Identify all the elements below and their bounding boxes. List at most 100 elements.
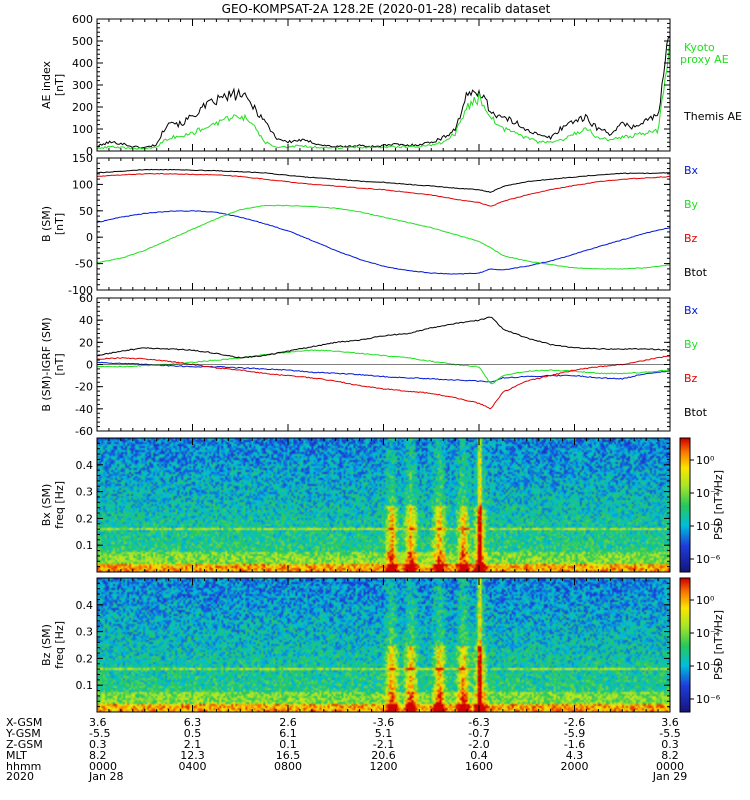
y-axis-unit: [nT]	[53, 353, 66, 375]
colorbar-bxspec	[680, 438, 690, 572]
ephemeris-row-label: MLT	[6, 749, 27, 762]
panel-frame	[96, 157, 671, 291]
y-tick-label: 100	[72, 178, 93, 191]
ephemeris-value: 0400	[178, 760, 207, 773]
y-tick-label: 0.2	[76, 652, 94, 665]
ephemeris-value: 3.6	[89, 716, 107, 729]
ephemeris-value: -0.7	[468, 727, 490, 740]
colorbar-frame	[679, 437, 691, 573]
y-tick-label: 0.4	[76, 599, 94, 612]
y-axis-unit: [nT]	[53, 213, 66, 235]
ephemeris-value: 0.3	[89, 738, 107, 751]
y-tick-label: 0	[86, 145, 93, 158]
ephemeris-value: 6.1	[279, 727, 297, 740]
ephemeris-value: 1200	[369, 760, 398, 773]
ephemeris-value: Jan 28	[89, 770, 124, 783]
spectrogram-bzspec	[97, 578, 670, 712]
y-axis-label: AE index	[40, 60, 53, 109]
ephemeris-value: 5.1	[374, 727, 393, 740]
ephemeris-row-label: X-GSM	[6, 716, 43, 729]
series-bigrf-bx	[96, 361, 671, 383]
y-tick-label: 0	[86, 231, 93, 244]
series-bigrf-btot	[96, 316, 671, 359]
y-axis-label: Bz (SM)	[40, 624, 53, 666]
panel-frame	[96, 18, 671, 152]
ephemeris-value: 4.3	[565, 749, 584, 762]
y-tick-label: -20	[75, 381, 93, 394]
ephemeris-value: 2.6	[279, 716, 297, 729]
series-bsm-bz	[96, 172, 671, 207]
chart-title: GEO-KOMPSAT-2A 128.2E (2020-01-28) recal…	[222, 2, 551, 16]
y-tick-label: 300	[72, 79, 93, 92]
panel-bzspec: 10⁰ 10⁻² 10⁻⁴ 10⁻⁶ PSD [nT²/Hz] 0.4 0.3 0.2 0.1 B…	[40, 577, 725, 713]
y-axis-unit: freq [Hz]	[53, 621, 66, 669]
series-bsm-by	[96, 204, 671, 270]
ephemeris-value: -2.0	[468, 738, 490, 751]
colorbar-tick-label: 10⁻²	[696, 487, 720, 500]
ephemeris-value: -6.3	[468, 716, 490, 729]
legend-proxy-ae: proxy AE	[680, 53, 729, 66]
ephemeris-value: 20.6	[371, 749, 396, 762]
y-tick-label: -60	[75, 425, 93, 438]
ephemeris-value: 0.1	[279, 738, 297, 751]
y-tick-label: 400	[72, 57, 93, 70]
ephemeris-row-label: Y-GSM	[6, 727, 41, 740]
y-axis-label: B (SM)-IGRF (SM)	[40, 317, 53, 411]
series-bsm-btot	[96, 168, 671, 193]
y-tick-label: 500	[72, 35, 93, 48]
legend-kyoto: Kyoto	[684, 41, 715, 54]
y-tick-label: 60	[79, 292, 93, 305]
y-tick-label: 0.3	[76, 626, 94, 639]
y-tick-label: -100	[68, 284, 93, 297]
y-tick-label: 100	[72, 123, 93, 136]
panel-bxspec: 10⁰ 10⁻² 10⁻⁴ 10⁻⁶ PSD [nT²/Hz] 0.4 0.3 0.2 0.1 B…	[40, 437, 725, 573]
ephemeris-value: -5.9	[563, 727, 586, 740]
ephemeris-value: 0000	[89, 760, 117, 773]
ephemeris-value: 0800	[274, 760, 302, 773]
colorbar-tick-label: 10⁻⁴	[696, 520, 721, 533]
legend-by: By	[684, 198, 699, 211]
ephemeris-value: -5.5	[89, 727, 111, 740]
y-tick-label: 0	[86, 359, 93, 372]
y-tick-label: 0.3	[76, 486, 94, 499]
series-bigrf-bz	[96, 355, 671, 410]
ephemeris-value: Jan 29	[652, 770, 688, 783]
y-axis-unit: [nT]	[53, 74, 66, 96]
y-tick-label: 200	[72, 101, 93, 114]
colorbar-tick-label: 10⁻⁶	[696, 693, 721, 706]
colorbar-label: PSD [nT²/Hz]	[712, 610, 725, 680]
ephemeris-value: -1.6	[563, 738, 586, 751]
ephemeris-value: 6.3	[183, 716, 202, 729]
legend-btot: Btot	[684, 406, 708, 419]
colorbar-tick-label: 10⁰	[696, 594, 715, 607]
y-tick-label: 0.2	[76, 512, 94, 525]
y-tick-label: 0.4	[76, 459, 94, 472]
legend-by: By	[684, 338, 699, 351]
colorbar-bzspec	[680, 578, 690, 712]
ephemeris-value: -2.6	[563, 716, 586, 729]
colorbar-tick-label: 10⁻⁶	[696, 553, 721, 566]
ephemeris-value: 12.3	[180, 749, 205, 762]
panel-bigrf: Bx By Bz Btot 60 40 20 0 -20 -40 -60 B (SM)-IGRF (S…	[40, 292, 708, 438]
y-tick-label: 20	[79, 336, 93, 349]
series-bsm-bx	[96, 210, 671, 275]
legend-themis-ae: Themis AE	[683, 110, 742, 123]
ephemeris-row-label: Z-GSM	[6, 738, 43, 751]
ephemeris-value: 8.2	[89, 749, 107, 762]
ephemeris-value: 0.3	[661, 738, 679, 751]
colorbar-tick-label: 10⁻⁴	[696, 660, 721, 673]
colorbar-frame	[679, 577, 691, 713]
y-tick-label: 50	[79, 205, 93, 218]
y-axis-unit: freq [Hz]	[53, 481, 66, 529]
ephemeris-value: 2000	[560, 760, 589, 773]
ephemeris-value: 1600	[465, 760, 493, 773]
y-tick-label: 600	[72, 13, 93, 26]
y-axis-label: Bx (SM)	[40, 484, 53, 527]
y-tick-label: 0.1	[76, 539, 94, 552]
legend-bx: Bx	[684, 164, 699, 177]
ephemeris-value: -2.1	[372, 738, 395, 751]
y-tick-label: 150	[72, 152, 93, 165]
y-tick-label: -50	[75, 258, 93, 271]
legend-bx: Bx	[684, 304, 699, 317]
